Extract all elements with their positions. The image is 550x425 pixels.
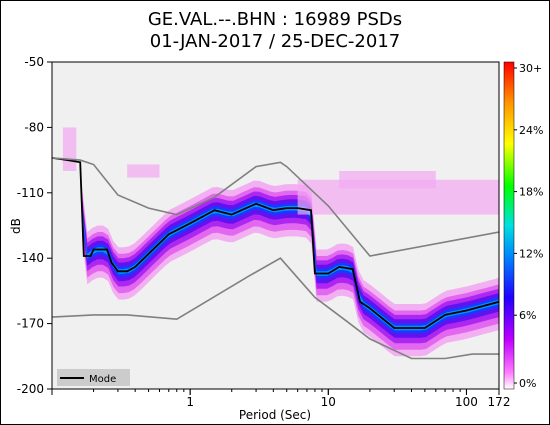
x-axis: 1 10 100 172 bbox=[51, 389, 511, 409]
legend: Mode bbox=[57, 369, 130, 386]
colorbar-tick-label: 18% bbox=[519, 186, 543, 199]
density-band-mid-high bbox=[82, 195, 499, 338]
density-sparse-region bbox=[339, 171, 436, 189]
y-axis-label: dB bbox=[9, 218, 23, 234]
y-tick-label: -140 bbox=[17, 251, 44, 265]
lower-percentile-line bbox=[52, 257, 499, 360]
plot-border bbox=[51, 61, 500, 390]
x-axis-label: Period (Sec) bbox=[239, 408, 311, 422]
density-sparse-region bbox=[62, 127, 77, 171]
y-tick-label: -110 bbox=[17, 186, 44, 200]
colorbar: 30+ 24% 18% 12% 6% 0% bbox=[503, 61, 543, 390]
x-tick-label: 1 bbox=[186, 395, 194, 409]
chart-subtitle: 01-JAN-2017 / 25-DEC-2017 bbox=[149, 31, 401, 52]
x-tick-label: 100 bbox=[455, 395, 478, 409]
chart-title: GE.VAL.--.BHN : 16989 PSDs bbox=[147, 9, 403, 30]
upper-percentile-line bbox=[52, 157, 499, 257]
y-tick-label: -80 bbox=[24, 120, 44, 134]
psd-lines bbox=[52, 157, 499, 360]
colorbar-gradient bbox=[503, 61, 515, 390]
y-tick-label: -170 bbox=[17, 317, 44, 331]
legend-mode-label: Mode bbox=[89, 374, 116, 385]
x-tick-label: 10 bbox=[321, 395, 336, 409]
colorbar-tick-label: 30+ bbox=[519, 62, 542, 75]
density-sparse-region bbox=[127, 164, 160, 178]
colorbar-tick-label: 24% bbox=[519, 124, 543, 137]
x-tick-label: 172 bbox=[488, 395, 511, 409]
mode-line bbox=[52, 157, 499, 329]
colorbar-tick-label: 6% bbox=[519, 309, 536, 322]
colorbar-tick-label: 12% bbox=[519, 247, 543, 260]
colorbar-tick-label: 0% bbox=[519, 377, 536, 390]
y-tick-label: -50 bbox=[24, 55, 44, 69]
y-tick-label: -200 bbox=[17, 382, 44, 396]
y-axis: -50 -80 -110 -140 -170 -200 bbox=[17, 55, 52, 396]
